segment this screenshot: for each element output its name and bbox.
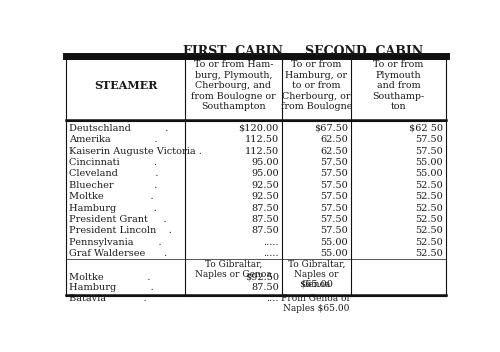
Text: 52.50: 52.50 [416,238,443,247]
Text: Hamburg            .: Hamburg . [68,203,156,213]
Text: 55.00: 55.00 [320,238,347,247]
Text: 57.50: 57.50 [320,226,347,235]
Text: Batavia            .: Batavia . [68,294,146,303]
Text: 57.50: 57.50 [320,158,347,167]
Text: Hamburg           .: Hamburg . [68,283,154,292]
Text: Amerika              .: Amerika . [68,135,157,144]
Text: 87.50: 87.50 [251,283,278,292]
Text: Graf Waldersee      .: Graf Waldersee . [68,249,167,258]
Text: 62.50: 62.50 [320,135,347,144]
Text: To or from
Hamburg, or
to or from
Cherbourg, or
from Boulogne: To or from Hamburg, or to or from Cherbo… [280,60,352,111]
Text: Deutschland           .: Deutschland . [68,124,168,133]
Text: To Gibraltar,
Naples or Genoa: To Gibraltar, Naples or Genoa [195,260,272,279]
Text: Cincinnati           .: Cincinnati . [68,158,157,167]
Text: President Lincoln    .: President Lincoln . [68,226,172,235]
Text: 95.00: 95.00 [251,158,278,167]
Text: 55.00: 55.00 [416,169,443,178]
Text: 52.50: 52.50 [416,181,443,190]
Text: 52.50: 52.50 [416,215,443,224]
Text: .....: ..... [263,249,278,258]
Text: 52.50: 52.50 [416,226,443,235]
Text: 92.50: 92.50 [251,192,278,201]
Text: 95.00: 95.00 [251,169,278,178]
Text: $67.50: $67.50 [314,124,348,133]
Text: $120.00: $120.00 [238,124,279,133]
Text: FIRST  CABIN: FIRST CABIN [184,45,284,58]
Text: 112.50: 112.50 [244,147,278,156]
Text: 112.50: 112.50 [244,135,278,144]
Text: 55.00: 55.00 [416,158,443,167]
Text: 52.50: 52.50 [416,203,443,213]
Text: 52.50: 52.50 [416,192,443,201]
Text: 57.50: 57.50 [320,203,347,213]
Text: $92.50: $92.50 [244,273,278,282]
Text: 87.50: 87.50 [251,215,278,224]
Text: Pennsylvania        .: Pennsylvania . [68,238,162,247]
Text: To or from
Plymouth
and from
Southamp-
ton: To or from Plymouth and from Southamp- t… [372,60,424,111]
Text: 57.50: 57.50 [320,169,347,178]
Text: Cleveland            .: Cleveland . [68,169,158,178]
Text: Kaiserin Auguste Victoria .: Kaiserin Auguste Victoria . [68,147,202,156]
Text: 52.50: 52.50 [416,249,443,258]
Text: .....: ..... [263,238,278,247]
Text: To Gibraltar,
Naples or
Genoa: To Gibraltar, Naples or Genoa [288,260,345,289]
Text: Bluecher             .: Bluecher . [68,181,157,190]
Text: 87.50: 87.50 [251,203,278,213]
Text: President Grant     .: President Grant . [68,215,166,224]
Text: 57.50: 57.50 [416,147,443,156]
Text: To or from Ham-
burg, Plymouth,
Cherbourg, and
from Boulogne or
Southampton: To or from Ham- burg, Plymouth, Cherbour… [191,60,276,111]
Text: 57.50: 57.50 [320,215,347,224]
Text: STEAMER: STEAMER [94,80,158,91]
Text: 87.50: 87.50 [251,226,278,235]
Text: 92.50: 92.50 [251,181,278,190]
Text: 57.50: 57.50 [320,181,347,190]
Text: 62.50: 62.50 [320,147,347,156]
Text: $65.00: $65.00 [300,280,333,289]
Text: Moltke              .: Moltke . [68,273,150,282]
Text: 57.50: 57.50 [416,135,443,144]
Text: 57.50: 57.50 [320,192,347,201]
Text: SECOND  CABIN: SECOND CABIN [305,45,423,58]
Text: From Genoa or
Naples $65.00: From Genoa or Naples $65.00 [282,294,351,313]
Text: Moltke               .: Moltke . [68,192,154,201]
Text: 55.00: 55.00 [320,249,347,258]
Text: ....: .... [266,294,278,303]
Text: $62 50: $62 50 [409,124,443,133]
